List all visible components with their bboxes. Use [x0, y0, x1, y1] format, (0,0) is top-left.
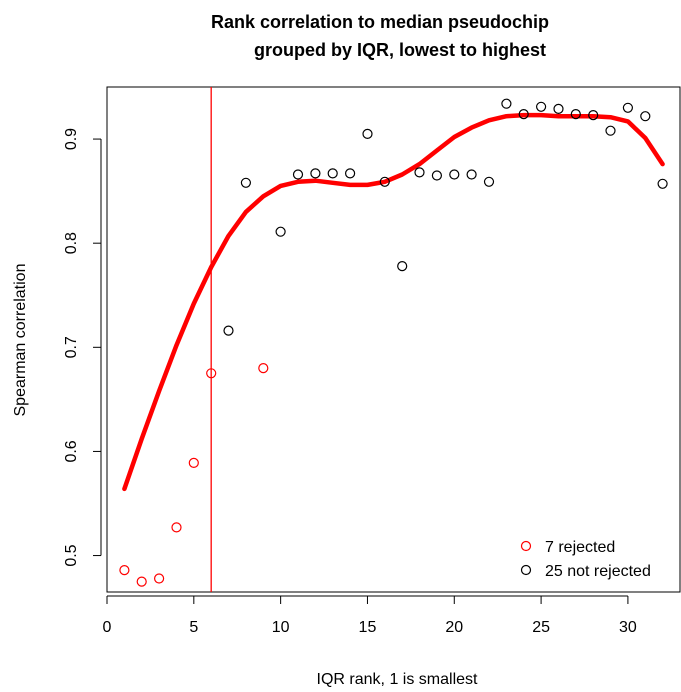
- not-rejected-point-11: [292, 169, 304, 180]
- legend-label-not-rejected: 25 not rejected: [545, 563, 651, 580]
- not-rejected-point-18: [414, 167, 425, 178]
- not-rejected-point-27: [570, 108, 581, 120]
- chart-title-line-2: grouped by IQR, lowest to highest: [254, 40, 546, 60]
- not-rejected-point-15: [362, 128, 373, 139]
- not-rejected-point-8: [240, 177, 251, 188]
- rejected-point-2: [136, 576, 147, 587]
- rejected-point-1: [119, 564, 130, 576]
- data-points: [119, 98, 668, 587]
- not-rejected-point-20: [449, 169, 460, 180]
- x-tick-label-10: 10: [272, 619, 290, 636]
- not-rejected-point-10: [275, 226, 286, 237]
- not-rejected-point-30: [622, 102, 634, 113]
- legend: 7 rejected 25 not rejected: [520, 539, 651, 580]
- x-tick-label-5: 5: [189, 619, 198, 636]
- x-tick-label-30: 30: [619, 619, 637, 636]
- x-tick-label-0: 0: [103, 619, 112, 636]
- not-rejected-point-26: [553, 103, 564, 115]
- plot-frame: [106, 86, 681, 593]
- y-axis: 0.5 0.6 0.7 0.8 0.9: [63, 128, 102, 567]
- x-axis-label: IQR rank, 1 is smallest: [317, 671, 478, 688]
- not-rejected-point-22: [483, 176, 495, 187]
- not-rejected-point-14: [345, 168, 356, 179]
- rejected-point-5: [188, 457, 199, 468]
- y-tick-label-0: 0.5: [63, 544, 80, 566]
- x-axis: 0 5 10 15 20 25 30: [103, 595, 637, 636]
- not-rejected-point-7: [223, 325, 234, 336]
- legend-label-rejected: 7 rejected: [545, 539, 615, 556]
- smoothed-trend-line: [122, 112, 665, 492]
- not-rejected-point-23: [501, 98, 512, 109]
- legend-marker-not-rejected: [520, 564, 532, 576]
- legend-marker-rejected: [520, 540, 532, 552]
- not-rejected-point-21: [466, 169, 477, 180]
- y-tick-label-2: 0.7: [63, 336, 80, 358]
- x-tick-label-25: 25: [532, 619, 550, 636]
- rejected-point-3: [154, 573, 165, 584]
- rejected-point-6: [206, 368, 217, 379]
- not-rejected-point-31: [640, 111, 651, 122]
- not-rejected-point-28: [588, 109, 599, 121]
- x-tick-label-20: 20: [445, 619, 463, 636]
- not-rejected-point-12: [310, 168, 321, 179]
- y-tick-label-1: 0.6: [63, 440, 80, 462]
- not-rejected-point-19: [431, 170, 442, 181]
- chart-title-line-1: Rank correlation to median pseudochip: [211, 12, 549, 32]
- not-rejected-point-16: [379, 176, 390, 187]
- y-tick-label-3: 0.8: [63, 232, 80, 254]
- not-rejected-point-25: [535, 101, 547, 112]
- x-tick-label-15: 15: [359, 619, 377, 636]
- rejected-point-9: [258, 363, 269, 374]
- rejected-point-4: [171, 522, 182, 533]
- y-tick-label-4: 0.9: [63, 128, 80, 150]
- not-rejected-point-24: [518, 108, 529, 120]
- not-rejected-point-17: [397, 261, 408, 272]
- y-axis-label: Spearman correlation: [12, 264, 29, 417]
- not-rejected-point-32: [657, 178, 668, 189]
- not-rejected-point-29: [605, 125, 616, 136]
- not-rejected-point-13: [327, 168, 338, 179]
